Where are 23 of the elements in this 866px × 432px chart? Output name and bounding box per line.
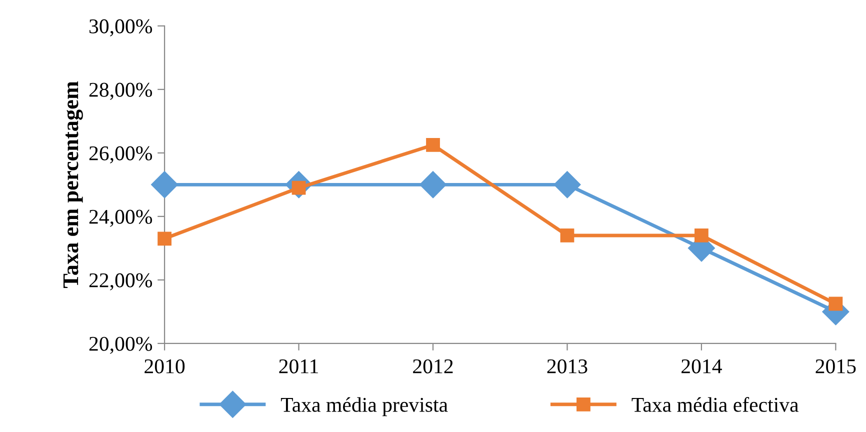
x-tick-label: 2015 bbox=[816, 359, 856, 374]
y-tick-label: 24,00% bbox=[89, 210, 152, 227]
x-tick-label: 2010 bbox=[144, 359, 185, 374]
y-tick-label: 20,00% bbox=[89, 336, 152, 354]
y-tick-label: 28,00% bbox=[89, 82, 152, 100]
point bbox=[560, 228, 574, 242]
legend-label: Taxa média prevista bbox=[280, 397, 448, 416]
point bbox=[151, 171, 178, 198]
point bbox=[554, 171, 581, 198]
x-tick-label: 2014 bbox=[682, 359, 722, 374]
point bbox=[828, 296, 843, 311]
legend-label: Taxa média efectiva bbox=[632, 397, 799, 412]
y-tick-label: 26,00% bbox=[89, 146, 152, 164]
x-tick-label: 2011 bbox=[279, 359, 318, 374]
y-tick-label: 22,00% bbox=[89, 273, 152, 290]
x-tick-label: 2013 bbox=[547, 359, 588, 374]
point bbox=[158, 232, 172, 246]
y-tick-label: 30,00% bbox=[90, 19, 152, 36]
point bbox=[420, 171, 446, 198]
point bbox=[426, 138, 440, 152]
x-tick-label: 2012 bbox=[413, 359, 453, 374]
y-axis-title: Taxa em percentagem bbox=[63, 81, 83, 288]
point bbox=[694, 228, 708, 242]
